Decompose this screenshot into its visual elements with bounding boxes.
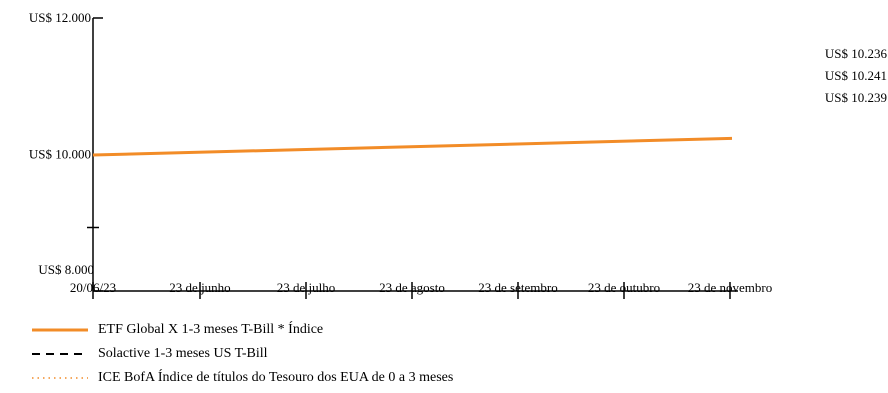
legend-swatch-dashed-black [32,353,88,355]
y-tick-label: US$ 8.000 [38,262,94,277]
y-tick-label: US$ 12.000 [29,10,91,25]
legend-item-etf: ETF Global X 1-3 meses T-Bill * Índice [32,318,453,342]
x-tick-label: 23 de novembro [688,280,772,295]
legend-label-solactive: Solactive 1-3 meses US T-Bill [98,346,268,361]
end-labels: US$ 10.236 US$ 10.241 US$ 10.239 [825,46,888,105]
x-tick-label: 23 de junho [169,280,230,295]
series-lines [92,136,733,157]
legend-label-ice-bofa: ICE BofA Índice de títulos do Tesouro do… [98,370,454,385]
x-ticks: 20/06/23 23 de junho 23 de julho 23 de agos… [70,280,772,299]
x-tick-label: 23 de outubro [588,280,660,295]
x-tick-label: 23 de setembro [478,280,557,295]
legend-swatch-solid-orange [32,328,88,332]
series-line-dotted [92,137,733,156]
series-end-label: US$ 10.241 [825,68,887,83]
legend-swatch-dotted-orange [32,377,88,379]
x-tick-label: 23 de agosto [379,280,445,295]
y-tick-label: US$ 10.000 [29,147,91,162]
y-ticks: US$ 12.000 US$ 10.000 US$ 8.000 [29,10,103,292]
series-end-label: US$ 10.236 [825,46,888,61]
axes [92,18,738,292]
x-tick-label: 20/06/23 [70,280,116,295]
legend-item-solactive: Solactive 1-3 meses US T-Bill [32,342,453,366]
legend-item-ice-bofa: ICE BofA Índice de títulos do Tesouro do… [32,366,453,390]
legend: ETF Global X 1-3 meses T-Bill * Índice S… [32,318,453,390]
x-tick-label: 23 de julho [277,280,336,295]
legend-label-etf: ETF Global X 1-3 meses T-Bill * Índice [98,322,324,337]
series-end-label: US$ 10.239 [825,90,887,105]
